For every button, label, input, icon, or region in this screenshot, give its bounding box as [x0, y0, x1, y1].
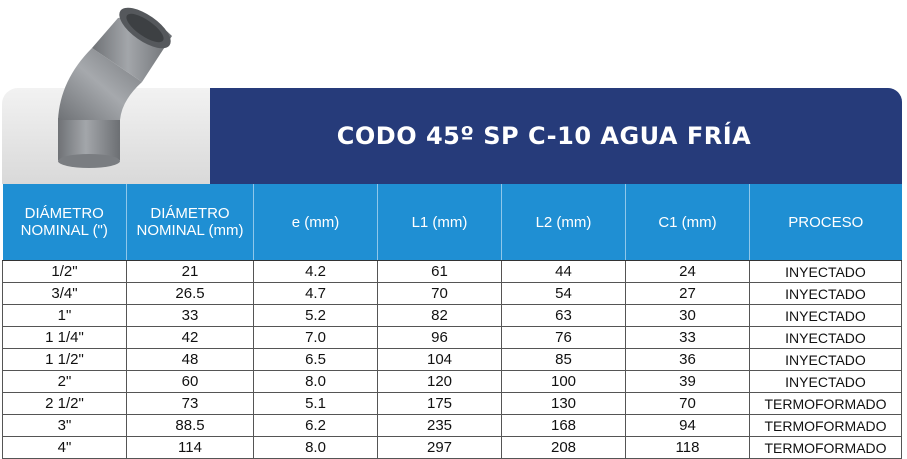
cell-l1: 96: [377, 326, 502, 349]
header-l1: L1 (mm): [377, 184, 502, 261]
cell-diametro-in: 2 1/2": [2, 392, 127, 415]
cell-diametro-mm: 42: [126, 326, 254, 349]
cell-c1: 94: [625, 414, 750, 437]
cell-c1: 118: [625, 436, 750, 459]
cell-diametro-mm: 73: [126, 392, 254, 415]
page-title: CODO 45º SP C-10 AGUA FRÍA: [336, 122, 752, 150]
table-row: 1 1/2" 48 6.5 104 85 36 INYECTADO: [2, 348, 902, 371]
specification-table: DIÁMETRO NOMINAL (") DIÁMETRO NOMINAL (m…: [2, 184, 902, 459]
cell-proceso: TERMOFORMADO: [749, 436, 902, 459]
cell-l1: 120: [377, 370, 502, 393]
table-row: 2" 60 8.0 120 100 39 INYECTADO: [2, 370, 902, 393]
cell-proceso: INYECTADO: [749, 348, 902, 371]
cell-diametro-in: 3": [2, 414, 127, 437]
cell-e: 5.2: [253, 304, 378, 327]
cell-diametro-in: 4": [2, 436, 127, 459]
cell-proceso: TERMOFORMADO: [749, 392, 902, 415]
table-row: 4" 114 8.0 297 208 118 TERMOFORMADO: [2, 436, 902, 459]
cell-c1: 70: [625, 392, 750, 415]
cell-diametro-mm: 26.5: [126, 282, 254, 305]
header-diametro-nominal-mm: DIÁMETRO NOMINAL (mm): [126, 184, 254, 261]
cell-l1: 235: [377, 414, 502, 437]
cell-l2: 63: [501, 304, 626, 327]
header-row: DIÁMETRO NOMINAL (") DIÁMETRO NOMINAL (m…: [2, 184, 902, 261]
cell-e: 6.2: [253, 414, 378, 437]
pvc-elbow-45-icon: [58, 7, 172, 168]
cell-l1: 70: [377, 282, 502, 305]
table-row: 1 1/4" 42 7.0 96 76 33 INYECTADO: [2, 326, 902, 349]
cell-l1: 175: [377, 392, 502, 415]
cell-diametro-in: 2": [2, 370, 127, 393]
cell-l1: 297: [377, 436, 502, 459]
header-proceso: PROCESO: [749, 184, 902, 261]
cell-proceso: INYECTADO: [749, 326, 902, 349]
cell-e: 8.0: [253, 436, 378, 459]
header-diametro-nominal-in: DIÁMETRO NOMINAL ("): [2, 184, 127, 261]
cell-diametro-in: 1/2": [2, 260, 127, 283]
title-banner: CODO 45º SP C-10 AGUA FRÍA: [210, 88, 902, 184]
header-l2: L2 (mm): [501, 184, 626, 261]
table-row: 1" 33 5.2 82 63 30 INYECTADO: [2, 304, 902, 327]
cell-diametro-mm: 33: [126, 304, 254, 327]
cell-e: 4.7: [253, 282, 378, 305]
cell-l2: 168: [501, 414, 626, 437]
cell-diametro-mm: 21: [126, 260, 254, 283]
cell-e: 6.5: [253, 348, 378, 371]
table-row: 2 1/2" 73 5.1 175 130 70 TERMOFORMADO: [2, 392, 902, 415]
cell-e: 8.0: [253, 370, 378, 393]
cell-c1: 36: [625, 348, 750, 371]
product-image: [0, 0, 210, 185]
cell-c1: 33: [625, 326, 750, 349]
cell-l2: 208: [501, 436, 626, 459]
header-e: e (mm): [253, 184, 378, 261]
cell-diametro-in: 3/4": [2, 282, 127, 305]
cell-e: 5.1: [253, 392, 378, 415]
cell-diametro-mm: 60: [126, 370, 254, 393]
cell-l2: 100: [501, 370, 626, 393]
cell-c1: 27: [625, 282, 750, 305]
header-c1: C1 (mm): [625, 184, 750, 261]
cell-diametro-in: 1": [2, 304, 127, 327]
table-row: 3" 88.5 6.2 235 168 94 TERMOFORMADO: [2, 414, 902, 437]
cell-l1: 82: [377, 304, 502, 327]
cell-c1: 30: [625, 304, 750, 327]
cell-l2: 85: [501, 348, 626, 371]
table-row: 3/4" 26.5 4.7 70 54 27 INYECTADO: [2, 282, 902, 305]
cell-l2: 54: [501, 282, 626, 305]
cell-proceso: INYECTADO: [749, 260, 902, 283]
cell-diametro-mm: 114: [126, 436, 254, 459]
cell-l2: 130: [501, 392, 626, 415]
cell-l1: 104: [377, 348, 502, 371]
cell-c1: 39: [625, 370, 750, 393]
cell-proceso: INYECTADO: [749, 370, 902, 393]
cell-diametro-mm: 88.5: [126, 414, 254, 437]
cell-l2: 44: [501, 260, 626, 283]
cell-diametro-mm: 48: [126, 348, 254, 371]
cell-proceso: INYECTADO: [749, 282, 902, 305]
cell-proceso: TERMOFORMADO: [749, 414, 902, 437]
cell-l2: 76: [501, 326, 626, 349]
cell-proceso: INYECTADO: [749, 304, 902, 327]
table-row: 1/2" 21 4.2 61 44 24 INYECTADO: [2, 260, 902, 283]
cell-e: 4.2: [253, 260, 378, 283]
cell-l1: 61: [377, 260, 502, 283]
cell-diametro-in: 1 1/4": [2, 326, 127, 349]
cell-diametro-in: 1 1/2": [2, 348, 127, 371]
cell-e: 7.0: [253, 326, 378, 349]
cell-c1: 24: [625, 260, 750, 283]
